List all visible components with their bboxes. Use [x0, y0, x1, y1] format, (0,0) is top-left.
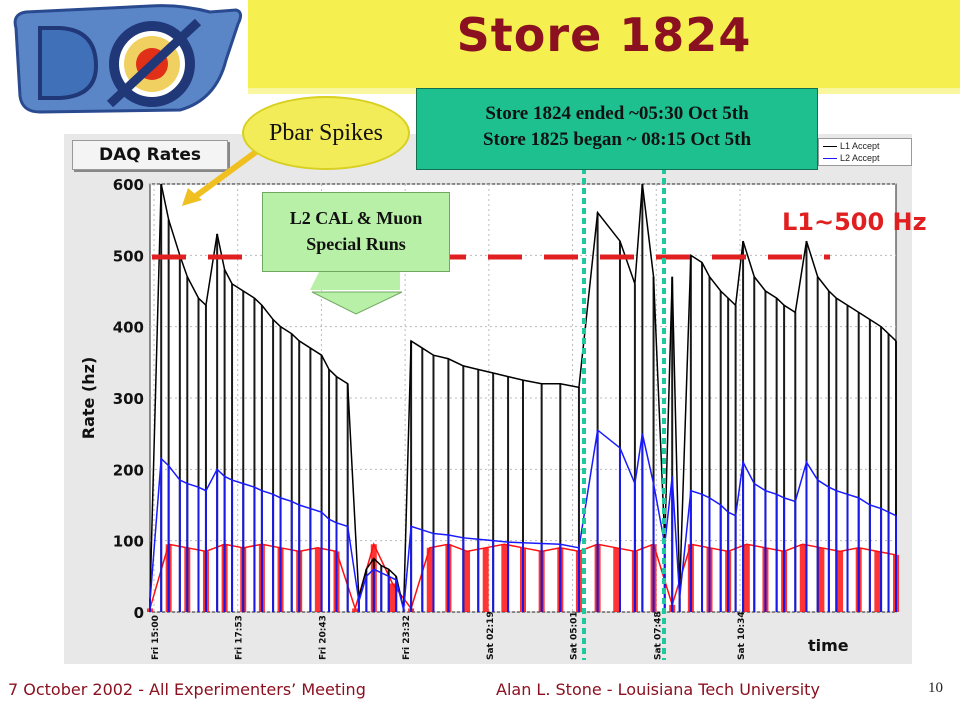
- l2-callout-line2: Special Runs: [306, 234, 406, 254]
- pbar-arrow-shaft: [194, 143, 266, 199]
- store-ended-text: Store 1824 ended ~05:30 Oct 5th: [485, 103, 749, 124]
- legend-item-l2: L2 Accept: [823, 152, 880, 164]
- y-axis-label: Rate (hz): [79, 357, 98, 440]
- l2-arrow-neck: [310, 270, 400, 290]
- y-tick-label: 300: [113, 390, 144, 408]
- l2-callout-line1: L2 CAL & Muon: [289, 208, 423, 228]
- chart-legend: L1 Accept L2 Accept: [818, 138, 912, 166]
- x-tick-label: Fri 20:43: [318, 615, 328, 660]
- x-tick-label: Sat 10:34: [737, 611, 747, 660]
- series-line-1: [149, 428, 897, 611]
- x-tick-label: Sat 05:01: [570, 611, 580, 660]
- store-began-text: Store 1825 began ~ 08:15 Oct 5th: [482, 129, 752, 150]
- series-layer: [147, 183, 899, 612]
- page-number: 10: [928, 680, 943, 696]
- legend-item-l1: L1 Accept: [823, 140, 880, 152]
- daq-rates-tab: DAQ Rates: [72, 140, 228, 170]
- x-tick-labels: Fri 15:00 Fri 17:53 Fri 20:43 Fri 23:32 Sat …: [151, 611, 747, 660]
- y-tick-label: 500: [113, 247, 144, 265]
- x-tick-label: Fri 17:53: [235, 615, 245, 660]
- legend-label-l2: L2 Accept: [840, 153, 880, 163]
- y-tick-label: 100: [113, 533, 144, 551]
- title-bar: [248, 0, 960, 88]
- x-tick-label: Fri 23:32: [402, 615, 412, 660]
- y-tick-labels: 0 100 200 300 400 500 600: [113, 176, 144, 622]
- legend-label-l1: L1 Accept: [840, 141, 880, 151]
- y-tick-label: 200: [113, 461, 144, 479]
- l2-special-runs-callout: L2 CAL & Muon Special Runs: [262, 192, 450, 272]
- slide-title: Store 1824: [456, 8, 752, 62]
- y-tick-label: 0: [134, 604, 144, 622]
- l1-threshold-label: L1~500 Hz: [782, 208, 927, 236]
- footer-date-meeting: 7 October 2002 - All Experimenters’ Meet…: [8, 680, 366, 699]
- x-tick-label: Fri 15:00: [151, 615, 161, 660]
- footer-author: Alan L. Stone - Louisiana Tech Universit…: [496, 680, 820, 699]
- l2-arrow-head: [311, 291, 403, 315]
- y-tick-label: 400: [113, 319, 144, 337]
- x-tick-label: Sat 07:48: [653, 611, 663, 660]
- x-axis-label: time: [808, 636, 849, 655]
- store-transition-callout: Store 1824 ended ~05:30 Oct 5th Store 18…: [416, 88, 818, 170]
- d0-logo: DØ: [13, 4, 243, 114]
- series-line-0: [149, 183, 897, 609]
- x-tick-label: Sat 02:19: [486, 611, 496, 660]
- y-tick-label: 600: [113, 176, 144, 194]
- pbar-arrow-head: [182, 188, 202, 206]
- pbar-spikes-callout: Pbar Spikes: [242, 96, 410, 170]
